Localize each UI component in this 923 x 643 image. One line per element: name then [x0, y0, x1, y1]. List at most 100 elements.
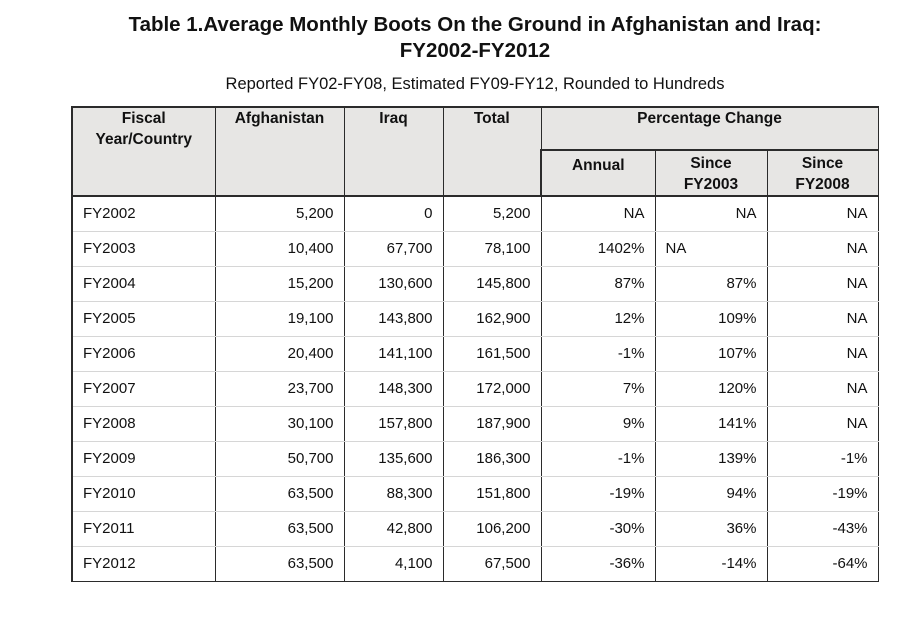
header-since-fy2008: Since FY2008 [767, 149, 879, 197]
cell-year: FY2012 [71, 546, 216, 582]
cell-afghanistan: 50,700 [215, 441, 345, 477]
cell-since-fy2008: NA [767, 266, 879, 302]
cell-since-fy2003: NA [655, 196, 768, 232]
table-row: FY2011 63,500 42,800 106,200 -30% 36% -4… [71, 511, 879, 547]
header-fiscal-line2: Year/Country [95, 131, 192, 148]
cell-afghanistan: 20,400 [215, 336, 345, 372]
cell-since-fy2008: NA [767, 301, 879, 337]
cell-iraq: 130,600 [344, 266, 444, 302]
cell-since-fy2008: NA [767, 371, 879, 407]
cell-annual: -1% [541, 336, 656, 372]
cell-iraq: 143,800 [344, 301, 444, 337]
cell-iraq: 148,300 [344, 371, 444, 407]
cell-total: 151,800 [443, 476, 542, 512]
cell-total: 67,500 [443, 546, 542, 582]
cell-annual: 1402% [541, 231, 656, 267]
table-row: FY2010 63,500 88,300 151,800 -19% 94% -1… [71, 476, 879, 512]
cell-total: 78,100 [443, 231, 542, 267]
cell-afghanistan: 63,500 [215, 476, 345, 512]
cell-year: FY2006 [71, 336, 216, 372]
table-row: FY2006 20,400 141,100 161,500 -1% 107% N… [71, 336, 879, 372]
header-total: Total [443, 106, 542, 197]
cell-iraq: 42,800 [344, 511, 444, 547]
table-row: FY2012 63,500 4,100 67,500 -36% -14% -64… [71, 546, 879, 582]
cell-since-fy2003: 87% [655, 266, 768, 302]
header-afghanistan: Afghanistan [215, 106, 345, 197]
cell-iraq: 88,300 [344, 476, 444, 512]
table-header: Fiscal Year/Country Afghanistan Iraq Tot… [71, 106, 879, 197]
table-title-line2: FY2002-FY2012 [399, 39, 551, 62]
cell-since-fy2003: 109% [655, 301, 768, 337]
cell-year: FY2007 [71, 371, 216, 407]
header-percentage-change: Percentage Change [541, 106, 879, 151]
cell-since-fy2008: NA [767, 336, 879, 372]
cell-afghanistan: 19,100 [215, 301, 345, 337]
header-since2008-line2: FY2008 [795, 176, 850, 193]
table-row: FY2007 23,700 148,300 172,000 7% 120% NA [71, 371, 879, 407]
cell-year: FY2005 [71, 301, 216, 337]
cell-iraq: 135,600 [344, 441, 444, 477]
table-row: FY2004 15,200 130,600 145,800 87% 87% NA [71, 266, 879, 302]
table-title-line1: Table 1.Average Monthly Boots On the Gro… [128, 13, 822, 36]
cell-since-fy2008: -64% [767, 546, 879, 582]
header-since2003-line1: Since [690, 155, 732, 172]
header-since2003-line2: FY2003 [683, 176, 739, 193]
cell-since-fy2003: 94% [655, 476, 768, 512]
cell-since-fy2003: 139% [655, 441, 768, 477]
cell-total: 187,900 [443, 406, 542, 442]
cell-annual: NA [541, 196, 656, 232]
cell-total: 145,800 [443, 266, 542, 302]
cell-annual: -30% [541, 511, 656, 547]
cell-afghanistan: 63,500 [215, 511, 345, 547]
cell-total: 172,000 [443, 371, 542, 407]
cell-afghanistan: 5,200 [215, 196, 345, 232]
cell-annual: -19% [541, 476, 656, 512]
cell-total: 5,200 [443, 196, 542, 232]
table-row: FY2005 19,100 143,800 162,900 12% 109% N… [71, 301, 879, 337]
cell-annual: -1% [541, 441, 656, 477]
boots-on-ground-table: Fiscal Year/Country Afghanistan Iraq Tot… [71, 106, 879, 582]
cell-since-fy2008: NA [767, 406, 879, 442]
header-fiscal-line1: Fiscal [121, 110, 166, 127]
table-subtitle: Reported FY02-FY08, Estimated FY09-FY12,… [225, 75, 725, 93]
cell-afghanistan: 30,100 [215, 406, 345, 442]
cell-total: 162,900 [443, 301, 542, 337]
header-iraq: Iraq [344, 106, 444, 197]
cell-since-fy2008: NA [767, 231, 879, 267]
cell-annual: -36% [541, 546, 656, 582]
cell-iraq: 157,800 [344, 406, 444, 442]
cell-year: FY2011 [71, 511, 216, 547]
cell-afghanistan: 10,400 [215, 231, 345, 267]
table-row: FY2003 10,400 67,700 78,100 1402% NA NA [71, 231, 879, 267]
cell-since-fy2003: 36% [655, 511, 768, 547]
cell-year: FY2002 [71, 196, 216, 232]
cell-total: 106,200 [443, 511, 542, 547]
cell-iraq: 0 [344, 196, 444, 232]
cell-since-fy2003: 107% [655, 336, 768, 372]
cell-year: FY2003 [71, 231, 216, 267]
cell-year: FY2004 [71, 266, 216, 302]
cell-since-fy2008: NA [767, 196, 879, 232]
cell-year: FY2008 [71, 406, 216, 442]
cell-total: 186,300 [443, 441, 542, 477]
cell-since-fy2003: NA [655, 231, 768, 267]
cell-afghanistan: 63,500 [215, 546, 345, 582]
cell-iraq: 141,100 [344, 336, 444, 372]
table-row: FY2002 5,200 0 5,200 NA NA NA [71, 196, 879, 232]
cell-iraq: 67,700 [344, 231, 444, 267]
table-row: FY2008 30,100 157,800 187,900 9% 141% NA [71, 406, 879, 442]
table-body: FY2002 5,200 0 5,200 NA NA NA FY2003 10,… [71, 196, 879, 582]
cell-since-fy2008: -1% [767, 441, 879, 477]
header-since2008-line1: Since [801, 155, 844, 172]
cell-total: 161,500 [443, 336, 542, 372]
header-fiscal-year: Fiscal Year/Country [71, 106, 216, 197]
cell-annual: 9% [541, 406, 656, 442]
cell-since-fy2003: -14% [655, 546, 768, 582]
table-row: FY2009 50,700 135,600 186,300 -1% 139% -… [71, 441, 879, 477]
cell-since-fy2008: -43% [767, 511, 879, 547]
cell-since-fy2008: -19% [767, 476, 879, 512]
cell-since-fy2003: 141% [655, 406, 768, 442]
cell-year: FY2010 [71, 476, 216, 512]
header-since-fy2003: Since FY2003 [655, 149, 768, 197]
